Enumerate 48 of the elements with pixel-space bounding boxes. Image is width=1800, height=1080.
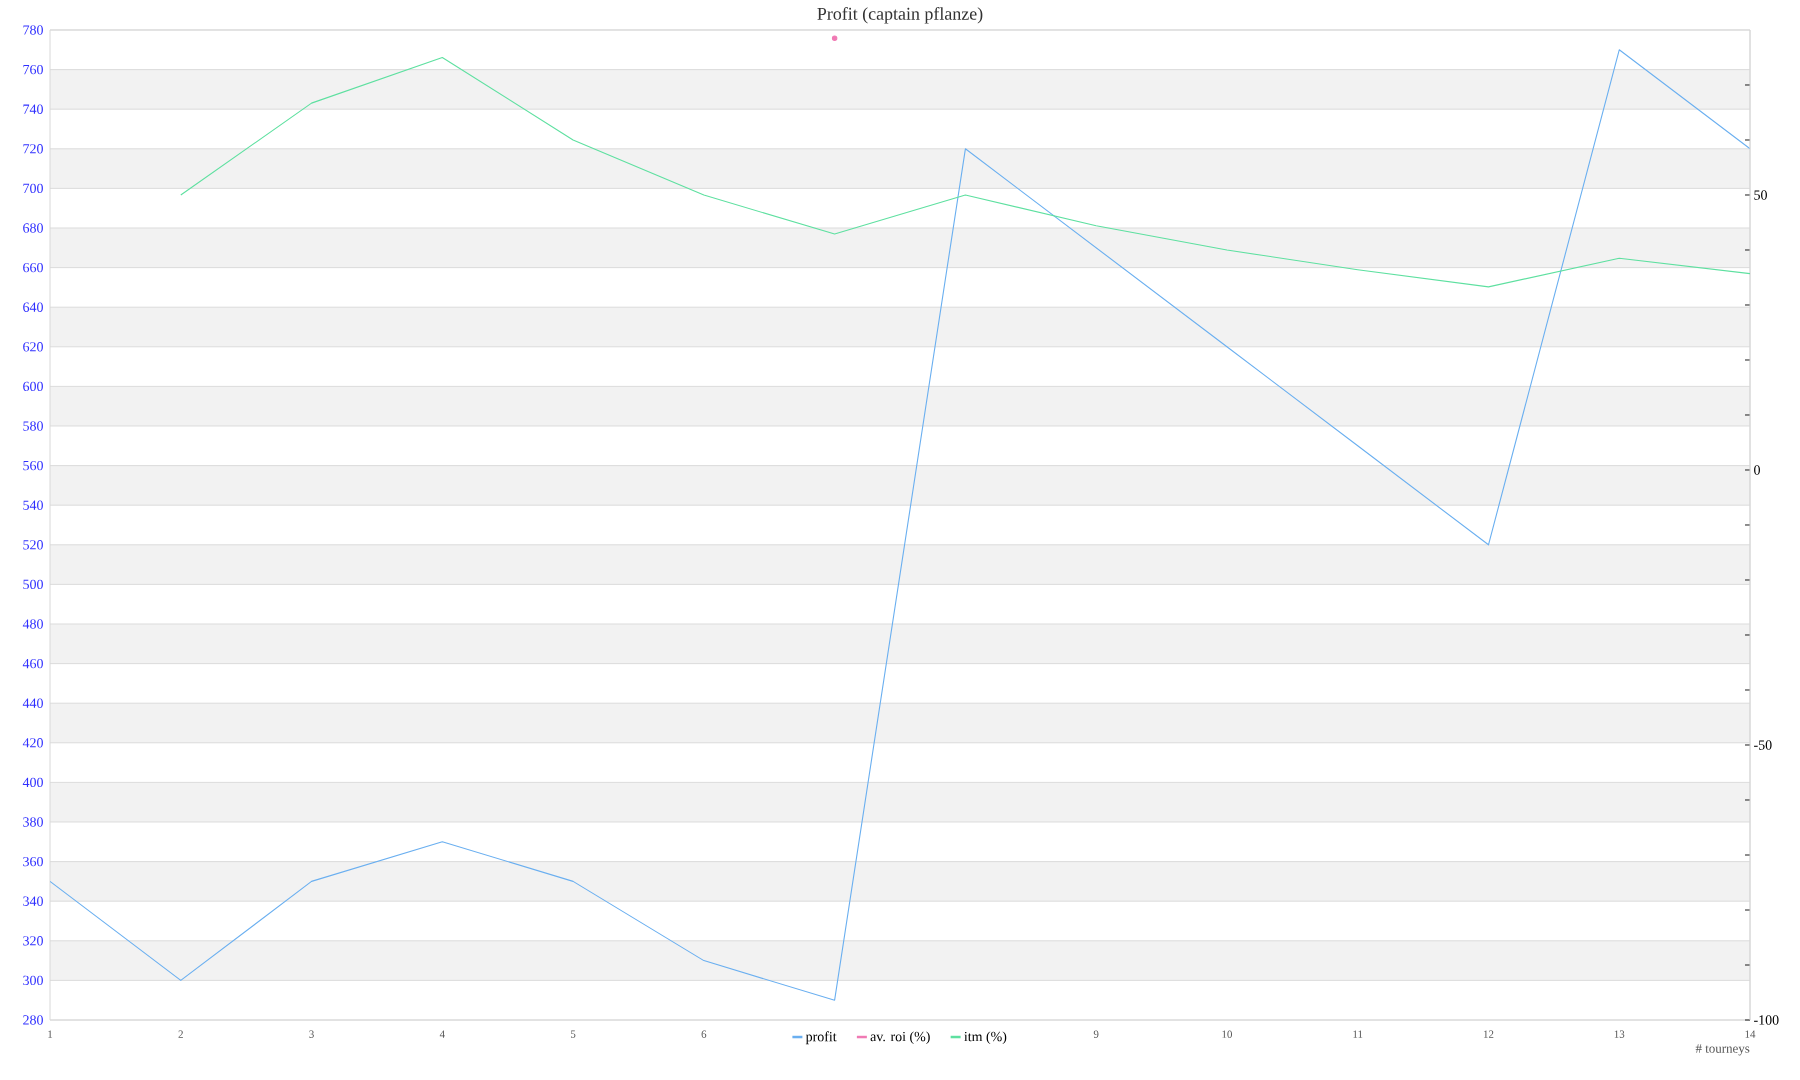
y-tick-label: 400 <box>22 777 43 788</box>
x-axis-title: # tourneys <box>1695 1044 1750 1056</box>
y-tick-label: 320 <box>23 936 43 946</box>
y-tick-label: 280 <box>23 1015 43 1025</box>
y-tick-label: 740 <box>23 104 43 114</box>
legend-label: itm (%) <box>964 1031 1007 1045</box>
x-tick-label: 4 <box>439 1030 445 1038</box>
x-tick-label: 6 <box>701 1030 707 1038</box>
y-tick-label: 720 <box>23 144 43 154</box>
y-tick-label: 700 <box>23 183 43 194</box>
y-tick-label: 360 <box>23 856 43 867</box>
x-tick-label: 13 <box>1614 1030 1625 1038</box>
line-series <box>180 56 1751 288</box>
y-tick-label: 340 <box>23 896 43 906</box>
y-tick-label: 540 <box>23 500 43 510</box>
y-tick-label: 460 <box>22 658 43 669</box>
y-tick-label: 680 <box>23 223 43 233</box>
x-tick-label: 10 <box>1222 1030 1232 1038</box>
y-tick-label: 560 <box>23 460 43 471</box>
y-tick-label: 300 <box>23 975 43 986</box>
y-tick-label: 620 <box>23 342 43 352</box>
x-tick-label: 2 <box>178 1030 183 1038</box>
y-tick-label: 520 <box>23 540 43 550</box>
legend-label: profit <box>805 1031 837 1045</box>
x-tick-label: 12 <box>1483 1030 1494 1038</box>
y-tick-label: 760 <box>23 64 43 75</box>
y-tick-label: 500 <box>23 579 43 590</box>
y-tick-label: 780 <box>23 25 43 35</box>
x-tick-label: 14 <box>1745 1030 1756 1038</box>
y2-tick-label: 0 <box>1754 465 1760 475</box>
x-tick-label: 5 <box>570 1030 576 1038</box>
x-tick-label: 11 <box>1353 1030 1363 1038</box>
y2-tick-label: -100 <box>1754 1015 1779 1025</box>
x-tick-label: 3 <box>309 1030 314 1038</box>
legend-label: av. roi (%) <box>870 1031 930 1045</box>
y-tick-label: 420 <box>22 738 43 748</box>
x-tick-label: 9 <box>1093 1030 1099 1038</box>
y-tick-label: 640 <box>23 302 43 312</box>
x-tick-label: 1 <box>48 1030 53 1038</box>
y-tick-label: 580 <box>23 421 43 431</box>
y-tick-label: 660 <box>23 262 43 273</box>
y-tick-label: 380 <box>23 817 43 827</box>
chart-title: Profit (captain pflanze) <box>817 7 983 24</box>
y-tick-label: 440 <box>22 698 43 708</box>
y-tick-label: 600 <box>23 381 43 392</box>
y2-tick-label: -50 <box>1754 740 1772 750</box>
y-tick-label: 480 <box>22 619 43 629</box>
y2-tick-label: 50 <box>1754 190 1767 200</box>
